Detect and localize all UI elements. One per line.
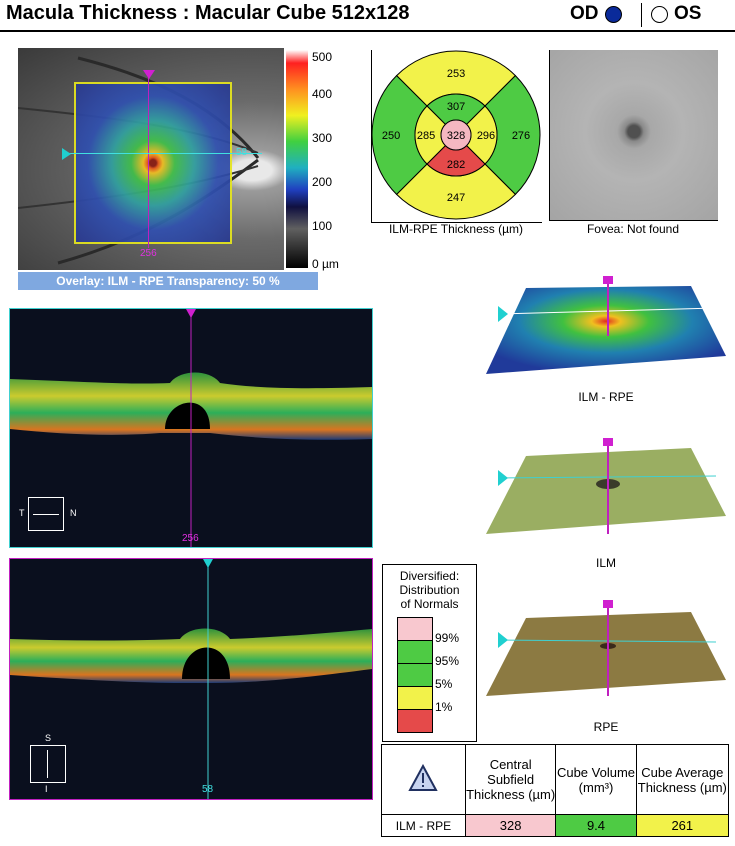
cube-volume-value: 9.4 <box>555 814 637 837</box>
overlay-label: Overlay: ILM - RPE Transparency: 50 % <box>18 272 318 290</box>
etdrs-temporal-outer: 250 <box>382 130 400 142</box>
eye-separator <box>641 3 642 27</box>
etdrs-nasal-outer: 276 <box>512 130 530 142</box>
colorbar-tick-200: 200 <box>312 175 333 189</box>
etdrs-grid[interactable]: 253 307 276 296 247 282 250 285 328 <box>371 50 541 222</box>
fovea-caption: Fovea: Not found <box>586 222 680 236</box>
bscan-vertical[interactable]: S I 58 <box>9 558 373 800</box>
thickness-overlay <box>74 82 232 244</box>
colorbar-tick-300: 300 <box>312 131 333 145</box>
cube-average-value: 261 <box>635 814 730 837</box>
etdrs-inferior-inner: 282 <box>447 159 465 171</box>
os-selector[interactable]: OS <box>651 3 701 25</box>
row-label: ILM - RPE <box>381 814 466 837</box>
fundus-marker-256: 256 <box>140 248 157 259</box>
central-thickness-value: 328 <box>464 814 557 837</box>
colorbar-tick-100: 100 <box>312 219 333 233</box>
bscan-vertical-layers <box>10 559 372 799</box>
colorbar-tick-500: 500 <box>312 50 333 64</box>
bscan-horizontal-layers <box>10 309 372 547</box>
etdrs-inferior-outer: 247 <box>447 192 465 204</box>
fundus-image[interactable]: 256 58 <box>18 48 284 270</box>
legend-swatch-below-1 <box>397 709 433 733</box>
surface3-caption: RPE <box>593 720 619 734</box>
thickness-colorbar <box>286 50 308 268</box>
orientation-i: I <box>45 784 48 794</box>
bscan-horizontal[interactable]: T N 256 <box>9 308 373 548</box>
surface-rpe[interactable] <box>486 598 726 698</box>
bscan2-marker: 58 <box>202 784 214 795</box>
etdrs-grid-panel <box>371 50 542 223</box>
colorbar-tick-0: 0 µm <box>312 257 339 271</box>
etdrs-temporal-inner: 285 <box>417 130 435 142</box>
summary-table: Central Subfield Thickness (µm) Cube Vol… <box>381 744 730 837</box>
legend-label-99: 99% <box>435 631 460 645</box>
legend-label-95: 95% <box>435 654 460 668</box>
etdrs-sector-center <box>440 119 472 151</box>
orientation-box-tn <box>28 497 64 531</box>
legend-title-line1: Diversified: <box>399 569 460 583</box>
legend-swatch-above-99 <box>397 617 433 641</box>
od-selector[interactable]: OD <box>570 3 622 25</box>
orientation-s: S <box>45 733 52 743</box>
bscan1-marker: 256 <box>182 533 199 544</box>
legend-label-1: 1% <box>435 700 453 714</box>
horizontal-scan-line <box>66 153 262 154</box>
legend-title: Diversified: Distribution of Normals <box>383 569 476 611</box>
surface2-caption: ILM <box>595 556 616 570</box>
od-label: OD <box>570 3 599 24</box>
etdrs-center: 328 <box>447 130 465 142</box>
legend-label-5: 5% <box>435 677 453 691</box>
surface-ilm[interactable] <box>486 436 726 536</box>
legend-swatch-95-99 <box>397 640 433 664</box>
col-volume-header: Cube Volume (mm³) <box>555 744 637 815</box>
warning-icon[interactable] <box>408 763 439 792</box>
normals-legend: Diversified: Distribution of Normals 99%… <box>382 564 477 742</box>
fundus-marker-58: 58 <box>236 147 248 158</box>
colorbar-tick-400: 400 <box>312 87 333 101</box>
warning-cell <box>381 744 466 815</box>
legend-title-line2: Distribution <box>399 583 460 597</box>
orientation-box-si <box>30 745 66 783</box>
os-radio[interactable] <box>651 5 668 23</box>
etdrs-superior-inner: 307 <box>447 101 465 113</box>
legend-swatch-1-5 <box>397 686 433 710</box>
col-central-header: Central Subfield Thickness (µm) <box>464 744 557 815</box>
etdrs-superior-outer: 253 <box>447 68 465 80</box>
col-average-header: Cube Average Thickness (µm) <box>635 744 730 815</box>
surface-ilm-rpe[interactable] <box>486 276 726 376</box>
legend-swatch-5-95 <box>397 663 433 687</box>
surface1-caption: ILM - RPE <box>578 390 634 404</box>
od-radio[interactable] <box>604 5 622 23</box>
left-marker-icon[interactable] <box>62 148 71 160</box>
header-rule <box>0 30 735 32</box>
report-title: Macula Thickness : Macular Cube 512x128 <box>6 2 410 24</box>
vertical-scan-line <box>148 70 149 248</box>
etdrs-caption: ILM-RPE Thickness (µm) <box>388 222 524 236</box>
orientation-t: T <box>19 508 25 518</box>
fovea-image[interactable] <box>549 50 718 221</box>
os-label: OS <box>674 3 702 24</box>
etdrs-nasal-inner: 296 <box>477 130 495 142</box>
legend-title-line3: of Normals <box>400 597 459 611</box>
top-marker-icon[interactable] <box>143 70 155 79</box>
orientation-n: N <box>70 508 77 518</box>
